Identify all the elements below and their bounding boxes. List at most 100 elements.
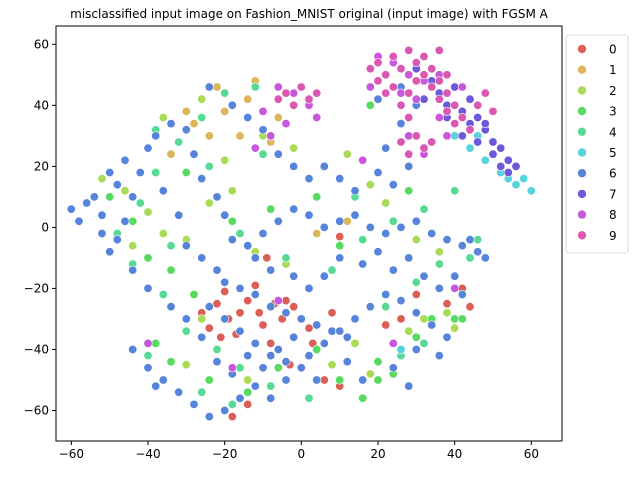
data-point xyxy=(105,168,115,178)
data-point xyxy=(289,161,299,171)
data-point xyxy=(189,289,199,299)
data-point xyxy=(143,253,153,263)
data-point xyxy=(266,381,276,391)
data-point xyxy=(289,88,299,98)
data-point xyxy=(388,363,398,373)
legend-marker xyxy=(577,189,587,199)
data-point xyxy=(258,149,268,159)
data-point xyxy=(419,338,429,348)
data-point xyxy=(189,399,199,409)
data-point xyxy=(419,70,429,80)
data-point xyxy=(266,351,276,361)
data-point xyxy=(335,241,345,251)
data-point xyxy=(442,106,452,116)
data-point xyxy=(181,125,191,135)
data-point xyxy=(273,296,283,306)
data-point xyxy=(143,363,153,373)
data-point xyxy=(220,405,230,415)
data-point xyxy=(181,106,191,116)
data-point xyxy=(480,253,490,263)
data-point xyxy=(289,204,299,214)
data-point xyxy=(135,198,145,208)
data-point xyxy=(281,296,291,306)
data-point xyxy=(204,412,214,422)
data-point xyxy=(381,88,391,98)
data-point xyxy=(404,186,414,196)
y-tick-label: 40 xyxy=(34,98,49,112)
data-point xyxy=(312,113,322,123)
x-tick-label: 60 xyxy=(524,447,539,461)
data-point xyxy=(457,314,467,324)
data-point xyxy=(250,143,260,153)
data-point xyxy=(304,174,314,184)
data-point xyxy=(496,143,506,153)
y-tick-label: 0 xyxy=(41,220,49,234)
legend-marker xyxy=(577,106,587,116)
data-point xyxy=(511,180,521,190)
data-point xyxy=(197,253,207,263)
data-point xyxy=(266,204,276,214)
data-point xyxy=(419,94,429,104)
data-point xyxy=(174,387,184,397)
x-tick-label: −20 xyxy=(212,447,237,461)
data-point xyxy=(373,247,383,257)
data-point xyxy=(496,161,506,171)
data-point xyxy=(404,381,414,391)
data-point xyxy=(465,94,475,104)
data-point xyxy=(381,229,391,239)
data-point xyxy=(427,82,437,92)
data-point xyxy=(319,222,329,232)
data-point xyxy=(442,88,452,98)
data-point xyxy=(312,88,322,98)
data-point xyxy=(212,82,222,92)
data-point xyxy=(304,351,314,361)
data-point xyxy=(404,326,414,336)
x-tick-label: 40 xyxy=(447,447,462,461)
data-point xyxy=(120,155,130,165)
data-point xyxy=(266,338,276,348)
legend-marker xyxy=(577,230,587,241)
data-point xyxy=(411,344,421,354)
data-point xyxy=(480,155,490,165)
data-point xyxy=(289,271,299,281)
data-point xyxy=(450,131,460,141)
data-point xyxy=(289,143,299,153)
data-point xyxy=(174,137,184,147)
data-point xyxy=(473,247,483,257)
data-point xyxy=(166,241,176,251)
data-point xyxy=(335,174,345,184)
data-point xyxy=(450,186,460,196)
data-point xyxy=(235,393,245,403)
data-point xyxy=(381,198,391,208)
data-point xyxy=(120,216,130,226)
data-point xyxy=(166,149,176,159)
data-point xyxy=(227,412,237,422)
data-point xyxy=(296,314,306,324)
data-point xyxy=(373,94,383,104)
data-point xyxy=(250,289,260,299)
data-point xyxy=(365,222,375,232)
data-point xyxy=(97,174,107,184)
data-point xyxy=(335,375,345,385)
data-point xyxy=(404,45,414,55)
data-point xyxy=(450,82,460,92)
data-point xyxy=(212,192,222,202)
data-point xyxy=(396,88,406,98)
legend-marker xyxy=(577,127,587,137)
data-point xyxy=(143,207,153,217)
data-point xyxy=(243,399,253,409)
data-point xyxy=(457,82,467,92)
data-point xyxy=(227,216,237,226)
data-point xyxy=(465,302,475,312)
data-point xyxy=(304,323,314,333)
data-point xyxy=(66,204,76,214)
legend-label: 0 xyxy=(609,43,617,57)
data-point xyxy=(128,216,138,226)
data-point xyxy=(220,286,230,296)
legend-label: 8 xyxy=(609,208,617,222)
data-point xyxy=(281,375,291,385)
data-point xyxy=(312,229,322,239)
data-point xyxy=(350,186,360,196)
data-point xyxy=(243,241,253,251)
